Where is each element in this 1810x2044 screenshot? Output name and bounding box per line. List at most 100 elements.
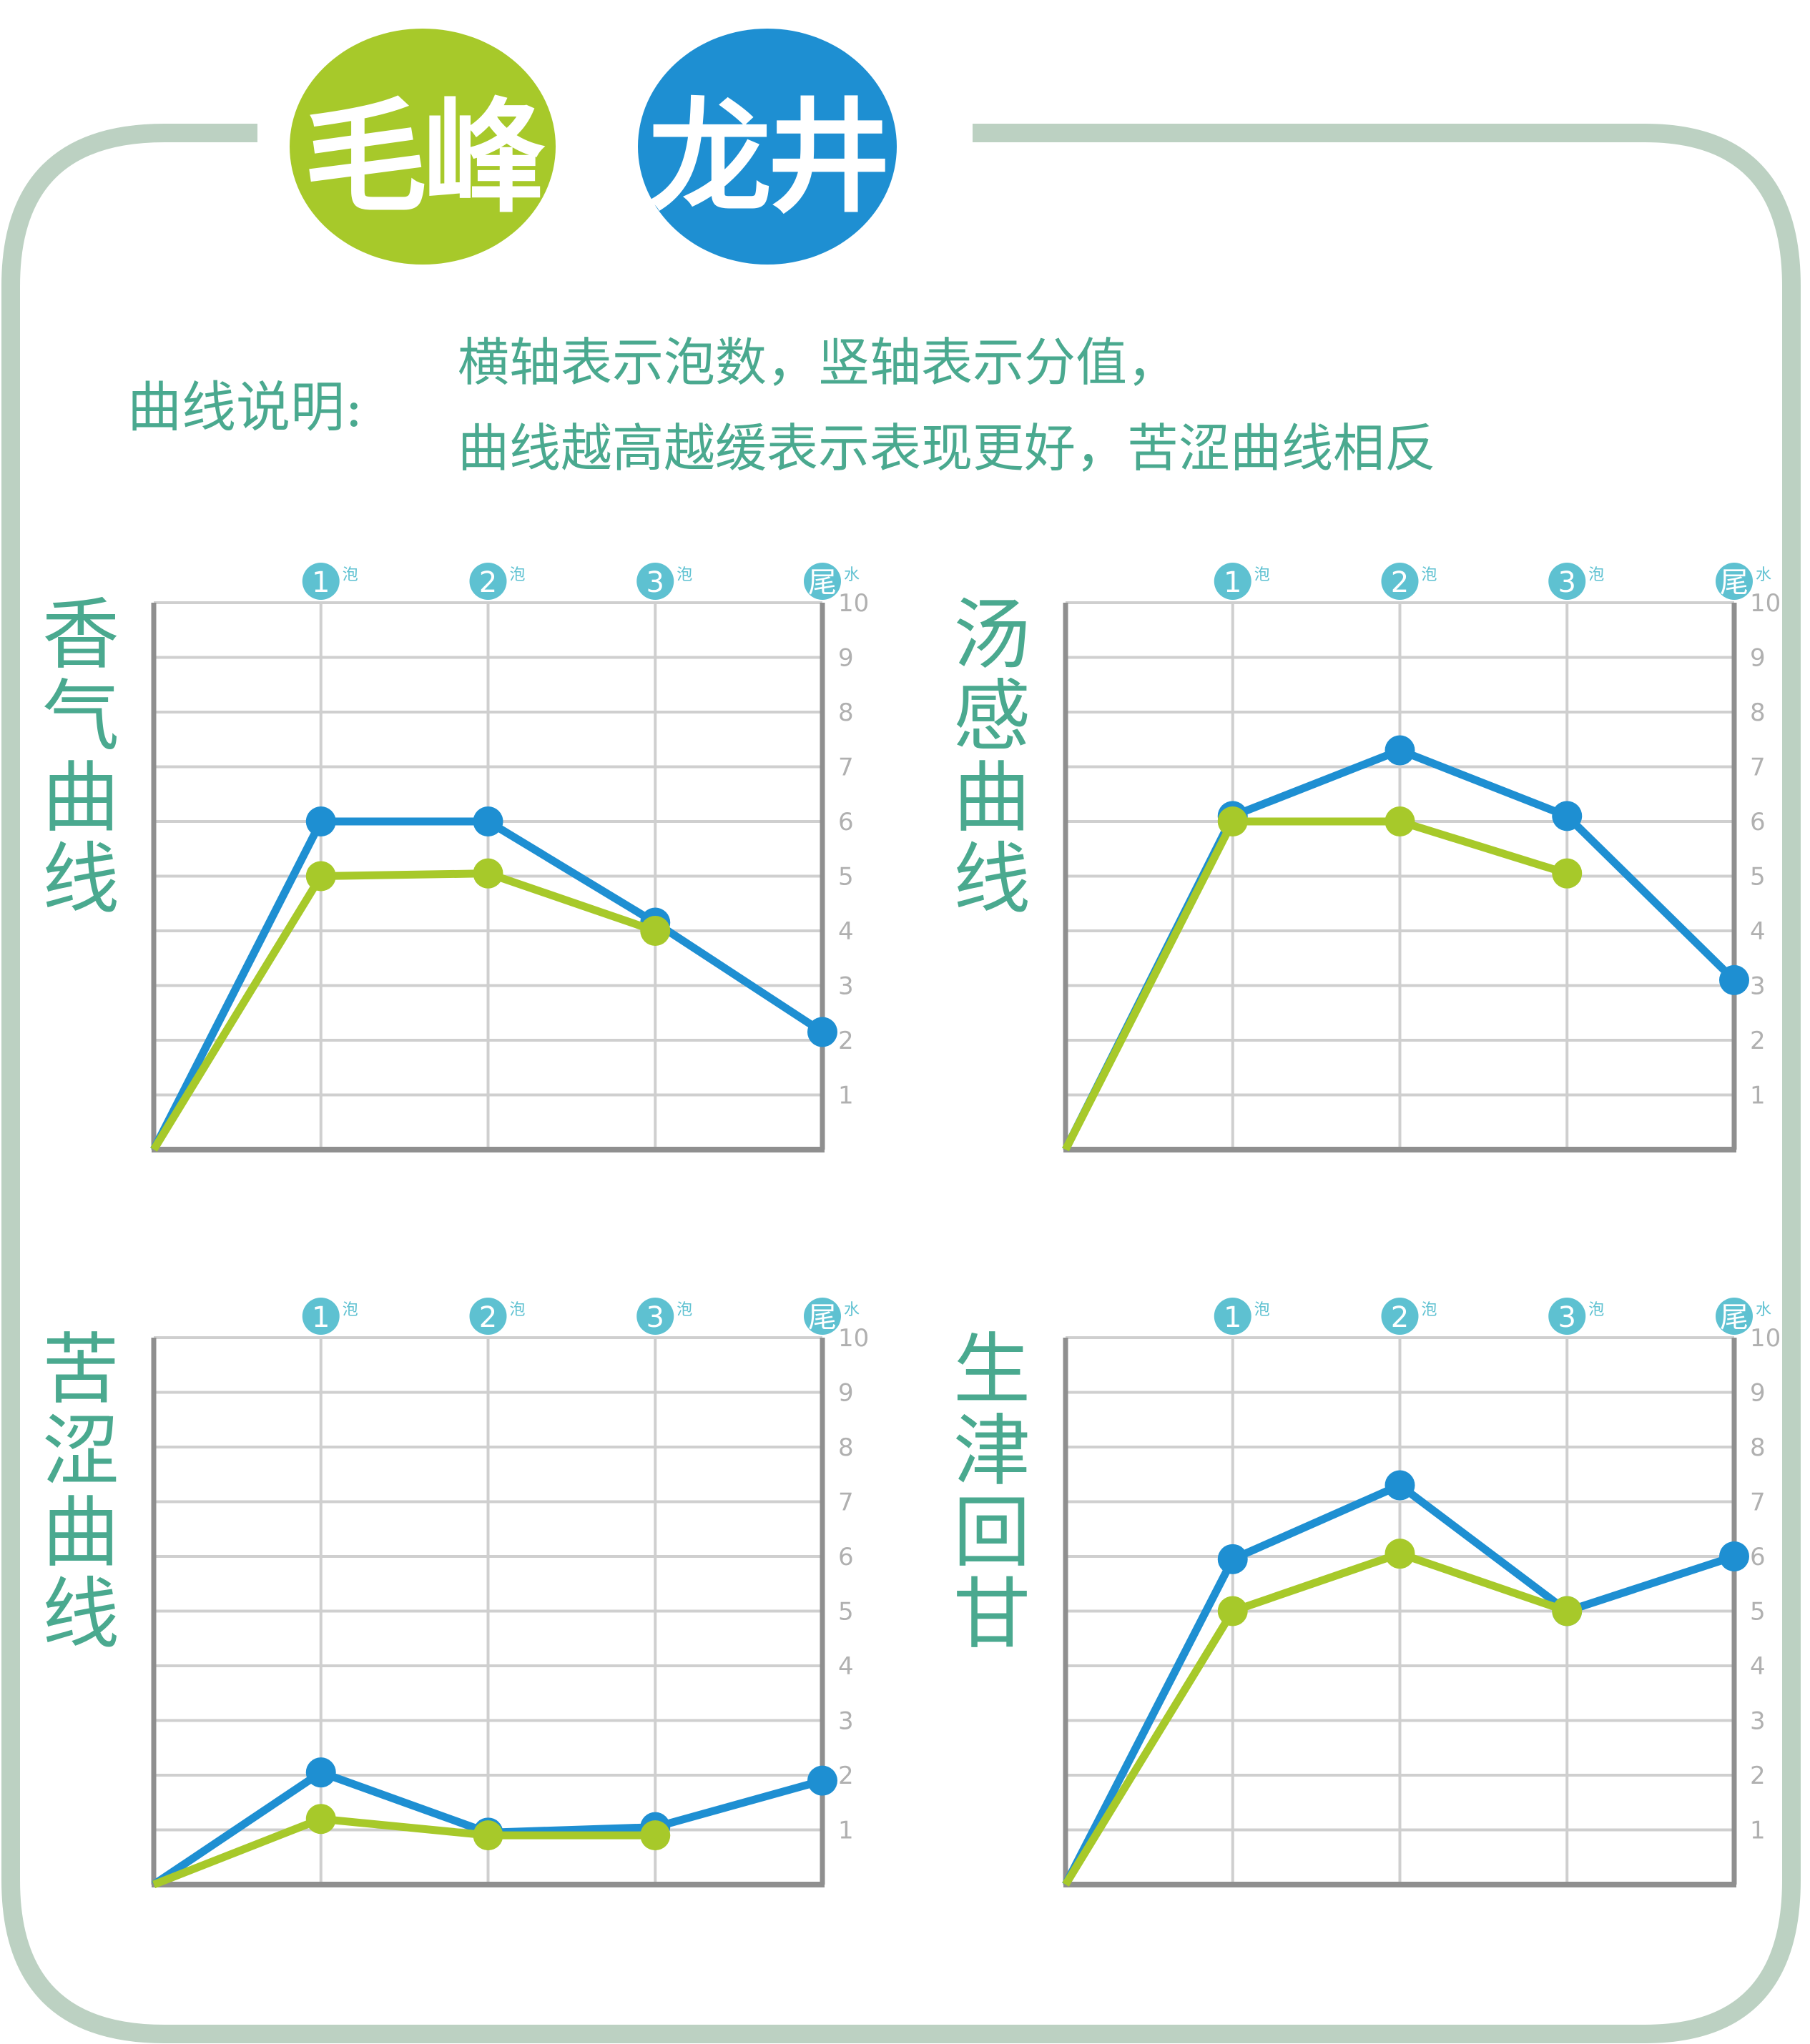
y-tick-label: 4 bbox=[838, 917, 854, 946]
y-tick-label: 7 bbox=[838, 754, 854, 782]
x-marker-circle bbox=[1548, 1298, 1586, 1335]
data-point-maofeng bbox=[1384, 1539, 1415, 1569]
x-marker-circle bbox=[636, 1298, 674, 1335]
chart-title-bitterness: 苦涩曲线 bbox=[41, 1325, 119, 1659]
x-marker-suffix: 水 bbox=[1756, 566, 1771, 584]
x-marker-suffix: 泡 bbox=[1254, 566, 1270, 584]
chart-aroma: 123456789101 泡 2 泡 3 泡尾水 bbox=[150, 563, 869, 1152]
y-tick-label: 1 bbox=[838, 1082, 854, 1110]
x-marker-circle bbox=[469, 563, 507, 600]
y-tick-label: 1 bbox=[1750, 1082, 1766, 1110]
data-point-maofeng bbox=[305, 1804, 336, 1835]
x-marker-suffix: 泡 bbox=[1422, 1301, 1437, 1319]
x-marker-circle bbox=[469, 1298, 507, 1335]
x-marker-suffix: 泡 bbox=[677, 566, 692, 584]
data-point-longjing bbox=[1719, 964, 1749, 995]
x-marker-circle bbox=[1381, 563, 1419, 600]
data-point-maofeng bbox=[640, 1820, 671, 1851]
chart-mouthfeel: 123456789101 泡 2 泡 3 泡尾水 bbox=[1062, 563, 1781, 1152]
y-tick-label: 3 bbox=[838, 1707, 854, 1736]
y-tick-label: 9 bbox=[838, 644, 854, 673]
data-point-longjing bbox=[1384, 735, 1415, 766]
series-line-maofeng bbox=[1062, 817, 1568, 1152]
legend-key: 曲线说明: bbox=[127, 375, 363, 439]
y-tick-label: 4 bbox=[1750, 917, 1766, 946]
x-marker-number: 3 bbox=[1558, 1301, 1576, 1334]
x-marker-circle bbox=[1214, 1298, 1251, 1335]
y-tick-label: 8 bbox=[1750, 698, 1766, 727]
x-marker-number: 2 bbox=[479, 1301, 497, 1334]
series-line-maofeng bbox=[1062, 1549, 1569, 1887]
data-point-longjing bbox=[807, 1017, 837, 1047]
y-tick-label: 10 bbox=[1750, 589, 1781, 618]
y-tick-label: 6 bbox=[838, 808, 854, 836]
x-marker-suffix: 泡 bbox=[677, 1301, 692, 1319]
data-point-longjing bbox=[807, 1765, 837, 1796]
y-tick-label: 6 bbox=[1750, 1543, 1766, 1571]
data-point-longjing bbox=[1719, 1541, 1749, 1571]
x-marker-suffix: 泡 bbox=[343, 566, 358, 584]
series-line-maofeng bbox=[150, 869, 657, 1152]
y-tick-label: 10 bbox=[838, 1324, 869, 1353]
x-marker-suffix: 泡 bbox=[510, 1301, 526, 1319]
data-point-maofeng bbox=[1217, 1596, 1248, 1626]
x-marker-suffix: 水 bbox=[1756, 1301, 1771, 1319]
y-tick-label: 5 bbox=[838, 1598, 854, 1626]
y-tick-label: 3 bbox=[1750, 1707, 1766, 1736]
x-marker-suffix: 泡 bbox=[1588, 1301, 1604, 1319]
x-marker-suffix: 泡 bbox=[343, 1301, 358, 1319]
x-marker-number: 3 bbox=[1558, 566, 1576, 599]
data-point-maofeng bbox=[1552, 1596, 1583, 1626]
chart-aftertaste: 123456789101 泡 2 泡 3 泡尾水 bbox=[1062, 1298, 1781, 1887]
chart-title-mouthfeel: 汤感曲线 bbox=[953, 591, 1031, 924]
x-marker-suffix: 泡 bbox=[1588, 566, 1604, 584]
y-tick-label: 10 bbox=[838, 589, 869, 618]
x-marker-number: 3 bbox=[646, 1301, 664, 1334]
x-marker-number: 2 bbox=[1391, 1301, 1409, 1334]
x-marker-number: 3 bbox=[646, 566, 664, 599]
x-marker-number: 1 bbox=[312, 566, 330, 599]
data-point-longjing bbox=[1552, 801, 1583, 831]
y-tick-label: 8 bbox=[1750, 1433, 1766, 1462]
x-marker-circle bbox=[1381, 1298, 1419, 1335]
x-marker-number: 2 bbox=[479, 566, 497, 599]
x-marker-suffix: 泡 bbox=[1422, 566, 1437, 584]
y-tick-label: 2 bbox=[838, 1027, 854, 1055]
legend-line-2: 曲线越高越缓表示表现更好，苦涩曲线相反 bbox=[458, 418, 1437, 478]
data-point-longjing bbox=[305, 1757, 336, 1788]
x-marker-circle bbox=[302, 563, 340, 600]
x-marker-suffix: 泡 bbox=[1254, 1301, 1270, 1319]
chart-bitterness: 123456789101 泡 2 泡 3 泡尾水 bbox=[151, 1298, 869, 1889]
y-tick-label: 6 bbox=[1750, 808, 1766, 836]
x-marker-number: 1 bbox=[1224, 566, 1241, 599]
y-tick-label: 8 bbox=[838, 1433, 854, 1462]
data-point-maofeng bbox=[640, 916, 671, 946]
data-point-maofeng bbox=[305, 861, 336, 892]
x-marker-number: 尾 bbox=[1720, 566, 1748, 599]
frame-border bbox=[1, 124, 1801, 2043]
x-marker-circle bbox=[804, 1298, 841, 1335]
x-marker-circle bbox=[1716, 1298, 1753, 1335]
x-marker-number: 尾 bbox=[808, 566, 837, 599]
x-marker-circle bbox=[636, 563, 674, 600]
x-marker-circle bbox=[1214, 563, 1251, 600]
y-tick-label: 1 bbox=[1750, 1817, 1766, 1845]
y-tick-label: 7 bbox=[1750, 754, 1766, 782]
data-point-longjing bbox=[305, 806, 336, 836]
chart-title-aroma: 香气曲线 bbox=[41, 591, 119, 924]
y-tick-label: 10 bbox=[1750, 1324, 1781, 1353]
x-marker-number: 1 bbox=[312, 1301, 330, 1334]
y-tick-label: 3 bbox=[1750, 972, 1766, 1001]
x-marker-suffix: 泡 bbox=[510, 566, 526, 584]
data-point-longjing bbox=[1384, 1470, 1415, 1501]
x-marker-number: 1 bbox=[1224, 1301, 1241, 1334]
data-point-maofeng bbox=[473, 1820, 503, 1851]
x-marker-circle bbox=[302, 1298, 340, 1335]
x-marker-suffix: 水 bbox=[844, 1301, 860, 1319]
y-tick-label: 2 bbox=[1750, 1762, 1766, 1790]
y-tick-label: 7 bbox=[1750, 1488, 1766, 1517]
data-point-longjing bbox=[1217, 1544, 1248, 1574]
data-point-maofeng bbox=[1384, 806, 1415, 836]
